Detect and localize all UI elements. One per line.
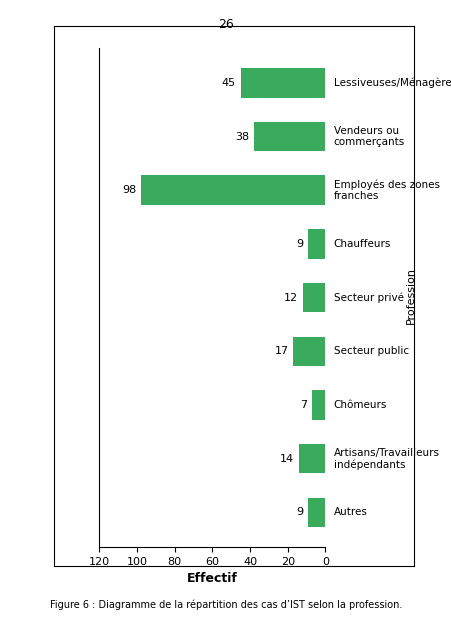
Text: Chômeurs: Chômeurs <box>333 400 387 410</box>
Text: Autres: Autres <box>333 508 367 517</box>
Bar <box>312 390 325 420</box>
Text: Lessiveuses/Ménagères: Lessiveuses/Ménagères <box>333 77 451 88</box>
Text: Employés des zones
franches: Employés des zones franches <box>333 179 439 202</box>
Bar <box>141 175 325 205</box>
Text: Artisans/Travailleurs
indépendants: Artisans/Travailleurs indépendants <box>333 447 439 470</box>
Text: 14: 14 <box>280 454 294 463</box>
Text: Vendeurs ou
commerçants: Vendeurs ou commerçants <box>333 126 404 147</box>
Text: 45: 45 <box>221 78 235 88</box>
Text: 9: 9 <box>296 239 303 249</box>
Text: 26: 26 <box>218 18 233 31</box>
Text: 7: 7 <box>300 400 307 410</box>
X-axis label: Effectif: Effectif <box>187 572 237 586</box>
Text: Profession: Profession <box>405 267 414 324</box>
Text: 17: 17 <box>274 346 288 356</box>
Bar <box>302 283 325 312</box>
Text: Secteur privé: Secteur privé <box>333 292 403 303</box>
Text: Figure 6 : Diagramme de la répartition des cas d’IST selon la profession.: Figure 6 : Diagramme de la répartition d… <box>50 600 401 610</box>
Text: Chauffeurs: Chauffeurs <box>333 239 390 249</box>
Bar <box>253 122 325 151</box>
Text: 98: 98 <box>122 185 136 195</box>
Bar <box>293 337 325 366</box>
Text: Secteur public: Secteur public <box>333 346 408 356</box>
Bar <box>308 497 325 527</box>
Text: 12: 12 <box>283 292 298 303</box>
Bar <box>299 444 325 474</box>
Bar <box>308 229 325 259</box>
Text: 9: 9 <box>296 508 303 517</box>
Bar <box>240 68 325 98</box>
Text: 38: 38 <box>235 132 249 141</box>
